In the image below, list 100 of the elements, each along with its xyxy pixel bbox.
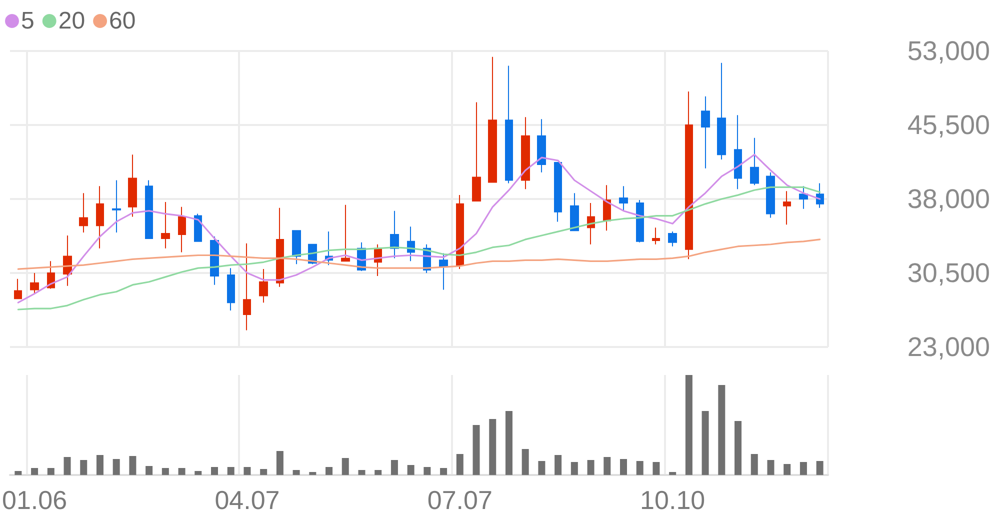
candlestick <box>456 194 464 270</box>
bar <box>47 468 54 475</box>
y-tick-label: 30,500 <box>907 258 990 288</box>
bar <box>538 461 546 475</box>
bar <box>162 468 169 475</box>
candlestick <box>766 172 775 218</box>
legend-label: 20 <box>58 8 86 34</box>
candlestick <box>178 206 186 253</box>
candlestick <box>439 252 448 290</box>
bar <box>194 471 202 475</box>
bar <box>800 462 807 475</box>
bar <box>702 411 709 475</box>
bar <box>309 472 316 475</box>
bar <box>604 457 611 475</box>
bar <box>718 385 726 475</box>
candlestick <box>734 114 742 190</box>
bar <box>342 458 349 475</box>
candlestick <box>96 186 104 249</box>
bar <box>570 462 578 475</box>
x-tick-label: 01.06 <box>2 485 68 515</box>
bar <box>326 467 333 475</box>
candlestick <box>292 230 301 265</box>
bar <box>505 411 512 475</box>
bar <box>260 469 268 475</box>
bar <box>685 375 692 475</box>
x-tick-label: 10.10 <box>640 485 706 515</box>
bar <box>211 467 218 475</box>
legend-label: 60 <box>109 8 136 34</box>
legend-label: 5 <box>21 8 34 34</box>
candlestick <box>227 268 235 311</box>
candlestick <box>505 65 513 184</box>
bar <box>244 467 251 475</box>
bar <box>358 470 366 475</box>
x-tick-label: 04.07 <box>214 485 280 515</box>
candlestick <box>750 137 759 186</box>
candlestick <box>521 116 530 190</box>
bar <box>816 461 824 475</box>
bar <box>522 449 529 475</box>
y-tick-label: 23,000 <box>907 332 990 362</box>
bar <box>112 459 120 475</box>
candlestick <box>488 56 497 183</box>
bar <box>669 472 676 475</box>
bar <box>440 468 448 475</box>
candlestick <box>194 213 202 242</box>
candlestick <box>717 62 726 160</box>
candlestick <box>816 182 824 208</box>
candlestick <box>276 207 284 288</box>
candlestick <box>30 272 39 294</box>
bar <box>64 457 71 475</box>
candlestick <box>128 154 137 218</box>
y-tick-label: 38,000 <box>907 184 990 214</box>
line-series <box>17 186 821 310</box>
bar <box>292 470 300 475</box>
candlestick <box>145 180 153 239</box>
candlestick <box>537 118 546 173</box>
candlestick <box>341 204 350 262</box>
bar <box>554 455 562 475</box>
candlestick <box>685 90 693 260</box>
candlestick <box>570 192 579 232</box>
candlestick <box>243 242 251 331</box>
candlestick <box>554 162 562 222</box>
line-series <box>17 154 821 304</box>
bar <box>14 471 22 475</box>
bar <box>636 461 644 475</box>
bar <box>227 467 234 475</box>
candlestick <box>259 268 268 304</box>
bar <box>129 456 136 475</box>
bar <box>424 467 431 475</box>
bar <box>652 462 660 475</box>
candlestick <box>619 186 628 212</box>
bar <box>489 419 496 475</box>
bar <box>276 451 284 475</box>
candlestick <box>14 278 22 300</box>
candlestick <box>668 231 677 247</box>
candlestick <box>112 180 121 234</box>
candlestick <box>603 184 611 232</box>
bar <box>620 459 627 475</box>
candlestick <box>652 227 660 245</box>
x-tick-label: 07.07 <box>427 485 492 515</box>
bar <box>407 465 414 475</box>
bar <box>390 460 398 475</box>
bar <box>456 454 464 475</box>
bar <box>178 468 186 475</box>
candlestick <box>783 190 791 226</box>
candlestick <box>161 201 170 249</box>
candlestick <box>472 102 481 202</box>
line-series <box>17 238 821 270</box>
y-tick-label: 45,500 <box>907 110 990 140</box>
bar <box>96 455 104 475</box>
bar <box>146 466 153 475</box>
candlestick <box>799 186 808 210</box>
candlestick <box>390 210 399 259</box>
bar <box>587 460 594 475</box>
bar <box>472 425 480 475</box>
bar <box>31 468 38 475</box>
bar <box>734 421 742 475</box>
y-tick-label: 53,000 <box>907 36 990 66</box>
bar <box>767 460 774 475</box>
candlestick <box>701 96 710 169</box>
candlestick <box>79 192 88 234</box>
